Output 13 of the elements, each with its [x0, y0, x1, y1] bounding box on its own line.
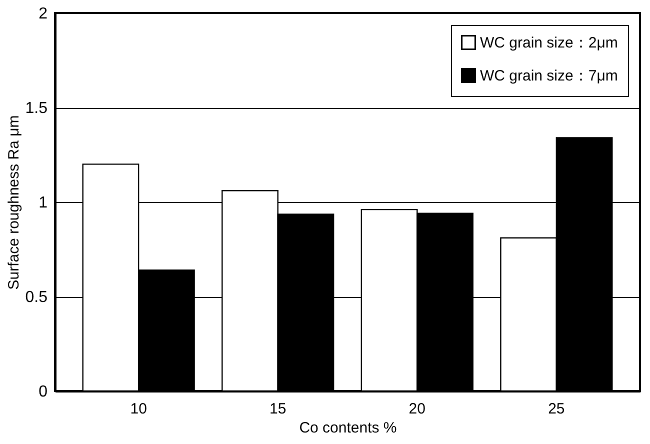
- legend-label: WC grain size：7μm: [480, 68, 618, 84]
- y-tick-label: 2: [38, 6, 48, 22]
- x-tick-label: 15: [270, 400, 286, 418]
- legend-label: WC grain size：2μm: [480, 34, 618, 52]
- x-tick-label: 10: [130, 400, 147, 418]
- x-tick-label: 25: [548, 400, 565, 418]
- y-tick-label: 0.5: [25, 289, 48, 306]
- x-axis-title: Co contents %: [299, 420, 397, 436]
- y-tick-label: 0: [38, 384, 48, 400]
- y-tick-label: 1.5: [25, 100, 48, 117]
- y-tick-label: 1: [38, 194, 48, 212]
- y-axis-title: Surface roughness Ra μm: [5, 115, 22, 290]
- x-tick-label: 20: [408, 400, 426, 418]
